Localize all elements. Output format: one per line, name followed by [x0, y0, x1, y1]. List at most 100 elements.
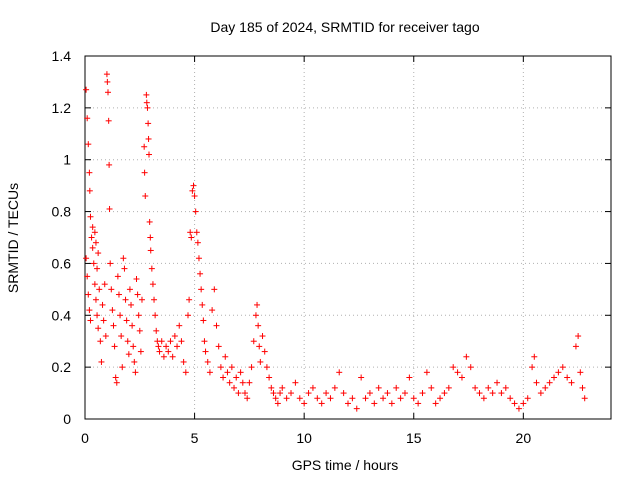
- y-tick-label: 0.4: [52, 307, 72, 323]
- data-point: [579, 384, 586, 391]
- data-point: [366, 390, 373, 397]
- data-point: [564, 374, 571, 381]
- data-point: [318, 400, 325, 407]
- data-point: [445, 384, 452, 391]
- data-point: [132, 369, 139, 376]
- data-point: [86, 169, 93, 176]
- data-point: [118, 333, 125, 340]
- data-point: [123, 317, 130, 324]
- x-tick-label: 5: [191, 430, 199, 446]
- data-point: [450, 364, 457, 371]
- data-point: [250, 338, 257, 345]
- data-point: [222, 353, 229, 360]
- data-point: [113, 379, 120, 386]
- data-point: [83, 255, 90, 262]
- data-point: [186, 296, 193, 303]
- data-point: [94, 312, 101, 319]
- data-point: [215, 343, 222, 350]
- data-point: [105, 117, 112, 124]
- data-point: [345, 400, 351, 407]
- data-point: [92, 296, 99, 303]
- data-point: [277, 390, 284, 397]
- data-point: [259, 333, 266, 340]
- data-point: [274, 400, 281, 407]
- data-point: [463, 353, 470, 360]
- data-point: [323, 390, 330, 397]
- data-point: [144, 104, 151, 111]
- data-point: [111, 343, 118, 350]
- data-point: [533, 379, 540, 386]
- data-point: [153, 327, 160, 334]
- grid: [85, 56, 611, 419]
- data-point: [141, 143, 148, 150]
- data-point: [309, 384, 316, 391]
- data-point: [138, 296, 145, 303]
- data-point: [458, 374, 465, 381]
- data-point: [537, 390, 544, 397]
- data-point: [244, 395, 251, 402]
- data-point: [146, 218, 153, 225]
- data-point: [147, 234, 154, 241]
- data-point: [174, 343, 181, 350]
- data-point: [428, 384, 435, 391]
- data-point: [101, 281, 108, 288]
- data-point: [507, 395, 514, 402]
- data-point: [217, 364, 224, 371]
- y-axis: 0 0.2 0.4 0.6 0.8 1 1.2 1.4: [52, 48, 611, 427]
- data-point: [327, 395, 334, 402]
- data-point: [106, 205, 113, 212]
- data-point: [224, 369, 231, 376]
- data-point: [106, 161, 113, 168]
- data-point: [108, 286, 115, 293]
- data-point: [476, 390, 483, 397]
- data-point: [191, 193, 198, 200]
- data-point: [375, 384, 382, 391]
- data-point: [531, 353, 538, 360]
- data-point: [165, 348, 172, 355]
- data-point: [206, 369, 213, 376]
- data-point: [201, 338, 208, 345]
- data-point: [441, 390, 448, 397]
- data-point: [268, 384, 275, 391]
- data-point: [95, 325, 102, 332]
- data-point: [126, 286, 133, 293]
- data-point: [353, 405, 360, 412]
- data-point: [498, 390, 505, 397]
- data-point: [94, 265, 101, 272]
- data-point: [145, 120, 152, 127]
- data-point: [99, 301, 106, 308]
- data-point: [84, 273, 91, 280]
- data-point: [235, 390, 242, 397]
- y-tick-label: 0: [63, 411, 71, 427]
- data-point: [472, 384, 479, 391]
- data-point: [124, 338, 131, 345]
- data-point: [180, 358, 187, 365]
- data-points: [83, 71, 588, 412]
- data-point: [384, 390, 391, 397]
- data-point: [149, 281, 156, 288]
- data-point: [410, 395, 417, 402]
- data-point: [423, 369, 430, 376]
- data-point: [237, 369, 244, 376]
- data-point: [182, 369, 189, 376]
- data-point: [136, 327, 143, 334]
- data-point: [143, 99, 150, 106]
- y-tick-label: 0.8: [52, 204, 72, 220]
- data-point: [575, 333, 582, 340]
- data-point: [241, 390, 248, 397]
- y-tick-label: 1.4: [52, 48, 72, 64]
- data-point: [256, 343, 263, 350]
- data-point: [349, 395, 356, 402]
- data-point: [231, 384, 238, 391]
- data-point: [252, 312, 259, 319]
- data-point: [102, 333, 109, 340]
- data-point: [283, 395, 290, 402]
- x-tick-label: 20: [516, 430, 532, 446]
- data-point: [257, 358, 264, 365]
- data-point: [200, 317, 207, 324]
- data-point: [129, 322, 136, 329]
- data-point: [95, 250, 102, 257]
- data-point: [87, 213, 94, 220]
- x-axis: 0 5 10 15 20: [81, 56, 531, 446]
- data-point: [195, 255, 202, 262]
